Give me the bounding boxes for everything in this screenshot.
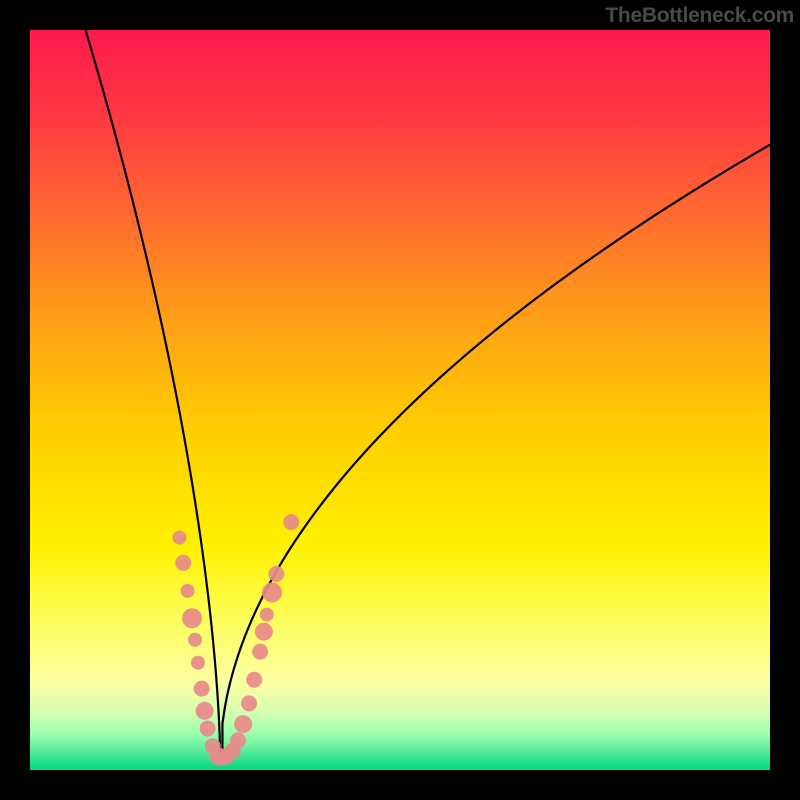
data-marker <box>262 582 282 602</box>
data-marker <box>252 644 268 660</box>
data-marker <box>268 566 284 582</box>
gradient-background <box>30 30 770 770</box>
data-marker <box>191 656 205 670</box>
data-marker <box>196 702 214 720</box>
data-marker <box>246 672 262 688</box>
data-marker <box>230 732 246 748</box>
data-marker <box>175 555 191 571</box>
data-marker <box>188 633 202 647</box>
chart-frame: TheBottleneck.com <box>0 0 800 800</box>
data-marker <box>182 608 202 628</box>
data-marker <box>260 608 274 622</box>
plot-area <box>30 30 770 770</box>
data-marker <box>172 531 186 545</box>
data-marker <box>200 721 216 737</box>
bottleneck-chart-svg <box>30 30 770 770</box>
data-marker <box>234 715 252 733</box>
data-marker <box>194 681 210 697</box>
data-marker <box>241 695 257 711</box>
watermark-text: TheBottleneck.com <box>605 4 794 28</box>
data-marker <box>283 514 299 530</box>
data-marker <box>181 584 195 598</box>
data-marker <box>255 623 273 641</box>
